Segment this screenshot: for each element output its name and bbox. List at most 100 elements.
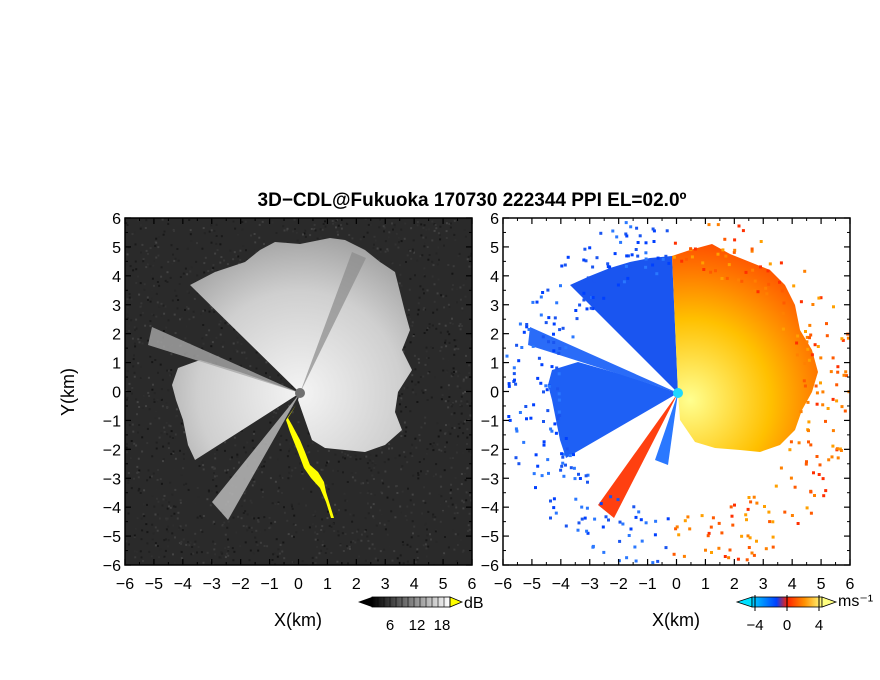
noise-speckle bbox=[431, 220, 434, 223]
noise-speckle bbox=[198, 465, 201, 467]
right-colorbar-tick-0: 0 bbox=[783, 617, 791, 634]
noise-speckle bbox=[294, 445, 297, 448]
noise-speckle bbox=[423, 275, 426, 278]
noise-speckle bbox=[348, 234, 351, 236]
noise-speckle bbox=[425, 350, 428, 353]
noise-speckle bbox=[376, 232, 378, 235]
noise-speckle bbox=[314, 538, 317, 541]
velocity-speckle bbox=[588, 246, 592, 250]
noise-speckle bbox=[314, 531, 317, 534]
noise-speckle bbox=[130, 298, 133, 301]
noise-speckle bbox=[329, 222, 332, 225]
velocity-speckle bbox=[522, 330, 526, 334]
noise-speckle bbox=[173, 313, 176, 316]
velocity-speckle bbox=[795, 341, 799, 345]
noise-speckle bbox=[158, 556, 160, 559]
noise-speckle bbox=[158, 417, 161, 420]
noise-speckle bbox=[184, 267, 187, 270]
right-negative-velocity-west bbox=[548, 362, 678, 458]
noise-speckle bbox=[128, 382, 131, 385]
noise-speckle bbox=[154, 542, 157, 545]
noise-speckle bbox=[455, 451, 458, 454]
noise-speckle bbox=[131, 337, 134, 340]
noise-speckle bbox=[249, 482, 252, 485]
noise-speckle bbox=[202, 227, 205, 230]
velocity-speckle bbox=[560, 452, 564, 456]
noise-speckle bbox=[440, 294, 443, 297]
velocity-speckle bbox=[561, 326, 565, 330]
velocity-speckle bbox=[755, 501, 759, 505]
noise-speckle bbox=[158, 305, 161, 308]
noise-speckle bbox=[291, 469, 294, 472]
noise-speckle bbox=[189, 541, 192, 544]
noise-speckle bbox=[174, 505, 177, 508]
velocity-speckle bbox=[518, 322, 522, 326]
noise-speckle bbox=[180, 542, 182, 545]
noise-speckle bbox=[133, 534, 136, 537]
velocity-speckle bbox=[630, 253, 634, 257]
y-tick-label: −6 bbox=[481, 558, 499, 575]
velocity-speckle bbox=[728, 548, 732, 552]
velocity-speckle bbox=[541, 335, 545, 339]
noise-speckle bbox=[322, 238, 325, 241]
noise-speckle bbox=[146, 531, 149, 534]
noise-speckle bbox=[383, 230, 385, 233]
noise-speckle bbox=[359, 457, 362, 460]
noise-speckle bbox=[466, 400, 469, 403]
velocity-speckle bbox=[549, 499, 552, 503]
velocity-speckle bbox=[709, 525, 713, 529]
velocity-speckle bbox=[514, 427, 518, 431]
velocity-speckle bbox=[619, 240, 623, 244]
noise-speckle bbox=[431, 324, 434, 327]
noise-speckle bbox=[407, 308, 410, 311]
velocity-speckle bbox=[572, 453, 575, 457]
noise-speckle bbox=[138, 406, 141, 408]
noise-speckle bbox=[450, 375, 453, 378]
noise-speckle bbox=[453, 339, 456, 342]
noise-speckle bbox=[220, 235, 223, 238]
velocity-speckle bbox=[661, 257, 665, 261]
noise-speckle bbox=[210, 241, 213, 244]
velocity-speckle bbox=[542, 420, 545, 423]
noise-speckle bbox=[176, 517, 179, 520]
noise-speckle bbox=[418, 461, 421, 463]
noise-speckle bbox=[370, 240, 372, 243]
noise-speckle bbox=[228, 528, 231, 531]
velocity-speckle bbox=[811, 303, 815, 306]
noise-speckle bbox=[460, 473, 463, 475]
velocity-speckle bbox=[577, 472, 580, 476]
velocity-speckle bbox=[714, 269, 717, 273]
noise-speckle bbox=[442, 511, 444, 514]
noise-speckle bbox=[417, 474, 420, 476]
velocity-speckle bbox=[807, 420, 811, 424]
velocity-speckle bbox=[783, 510, 787, 514]
velocity-speckle bbox=[675, 525, 679, 529]
velocity-speckle bbox=[764, 547, 768, 551]
noise-speckle bbox=[216, 448, 219, 451]
noise-speckle bbox=[365, 455, 368, 458]
velocity-speckle bbox=[586, 473, 590, 477]
velocity-speckle bbox=[764, 286, 768, 290]
noise-speckle bbox=[151, 523, 154, 526]
noise-speckle bbox=[384, 250, 387, 253]
noise-speckle bbox=[450, 466, 453, 469]
velocity-speckle bbox=[813, 343, 817, 347]
noise-speckle bbox=[272, 553, 275, 556]
noise-speckle bbox=[390, 261, 393, 264]
noise-speckle bbox=[127, 306, 129, 309]
noise-speckle bbox=[383, 461, 386, 464]
noise-speckle bbox=[231, 547, 234, 550]
noise-speckle bbox=[129, 265, 132, 268]
noise-speckle bbox=[283, 506, 285, 509]
noise-speckle bbox=[270, 522, 273, 525]
noise-speckle bbox=[256, 468, 259, 471]
velocity-speckle bbox=[689, 247, 693, 251]
noise-speckle bbox=[452, 457, 454, 460]
noise-speckle bbox=[245, 525, 248, 528]
velocity-speckle bbox=[836, 365, 840, 369]
noise-speckle bbox=[203, 232, 206, 235]
noise-speckle bbox=[379, 248, 382, 251]
velocity-speckle bbox=[554, 431, 558, 435]
noise-speckle bbox=[425, 473, 428, 476]
right-colorbar: −4 0 4 ms⁻¹ bbox=[735, 593, 873, 634]
